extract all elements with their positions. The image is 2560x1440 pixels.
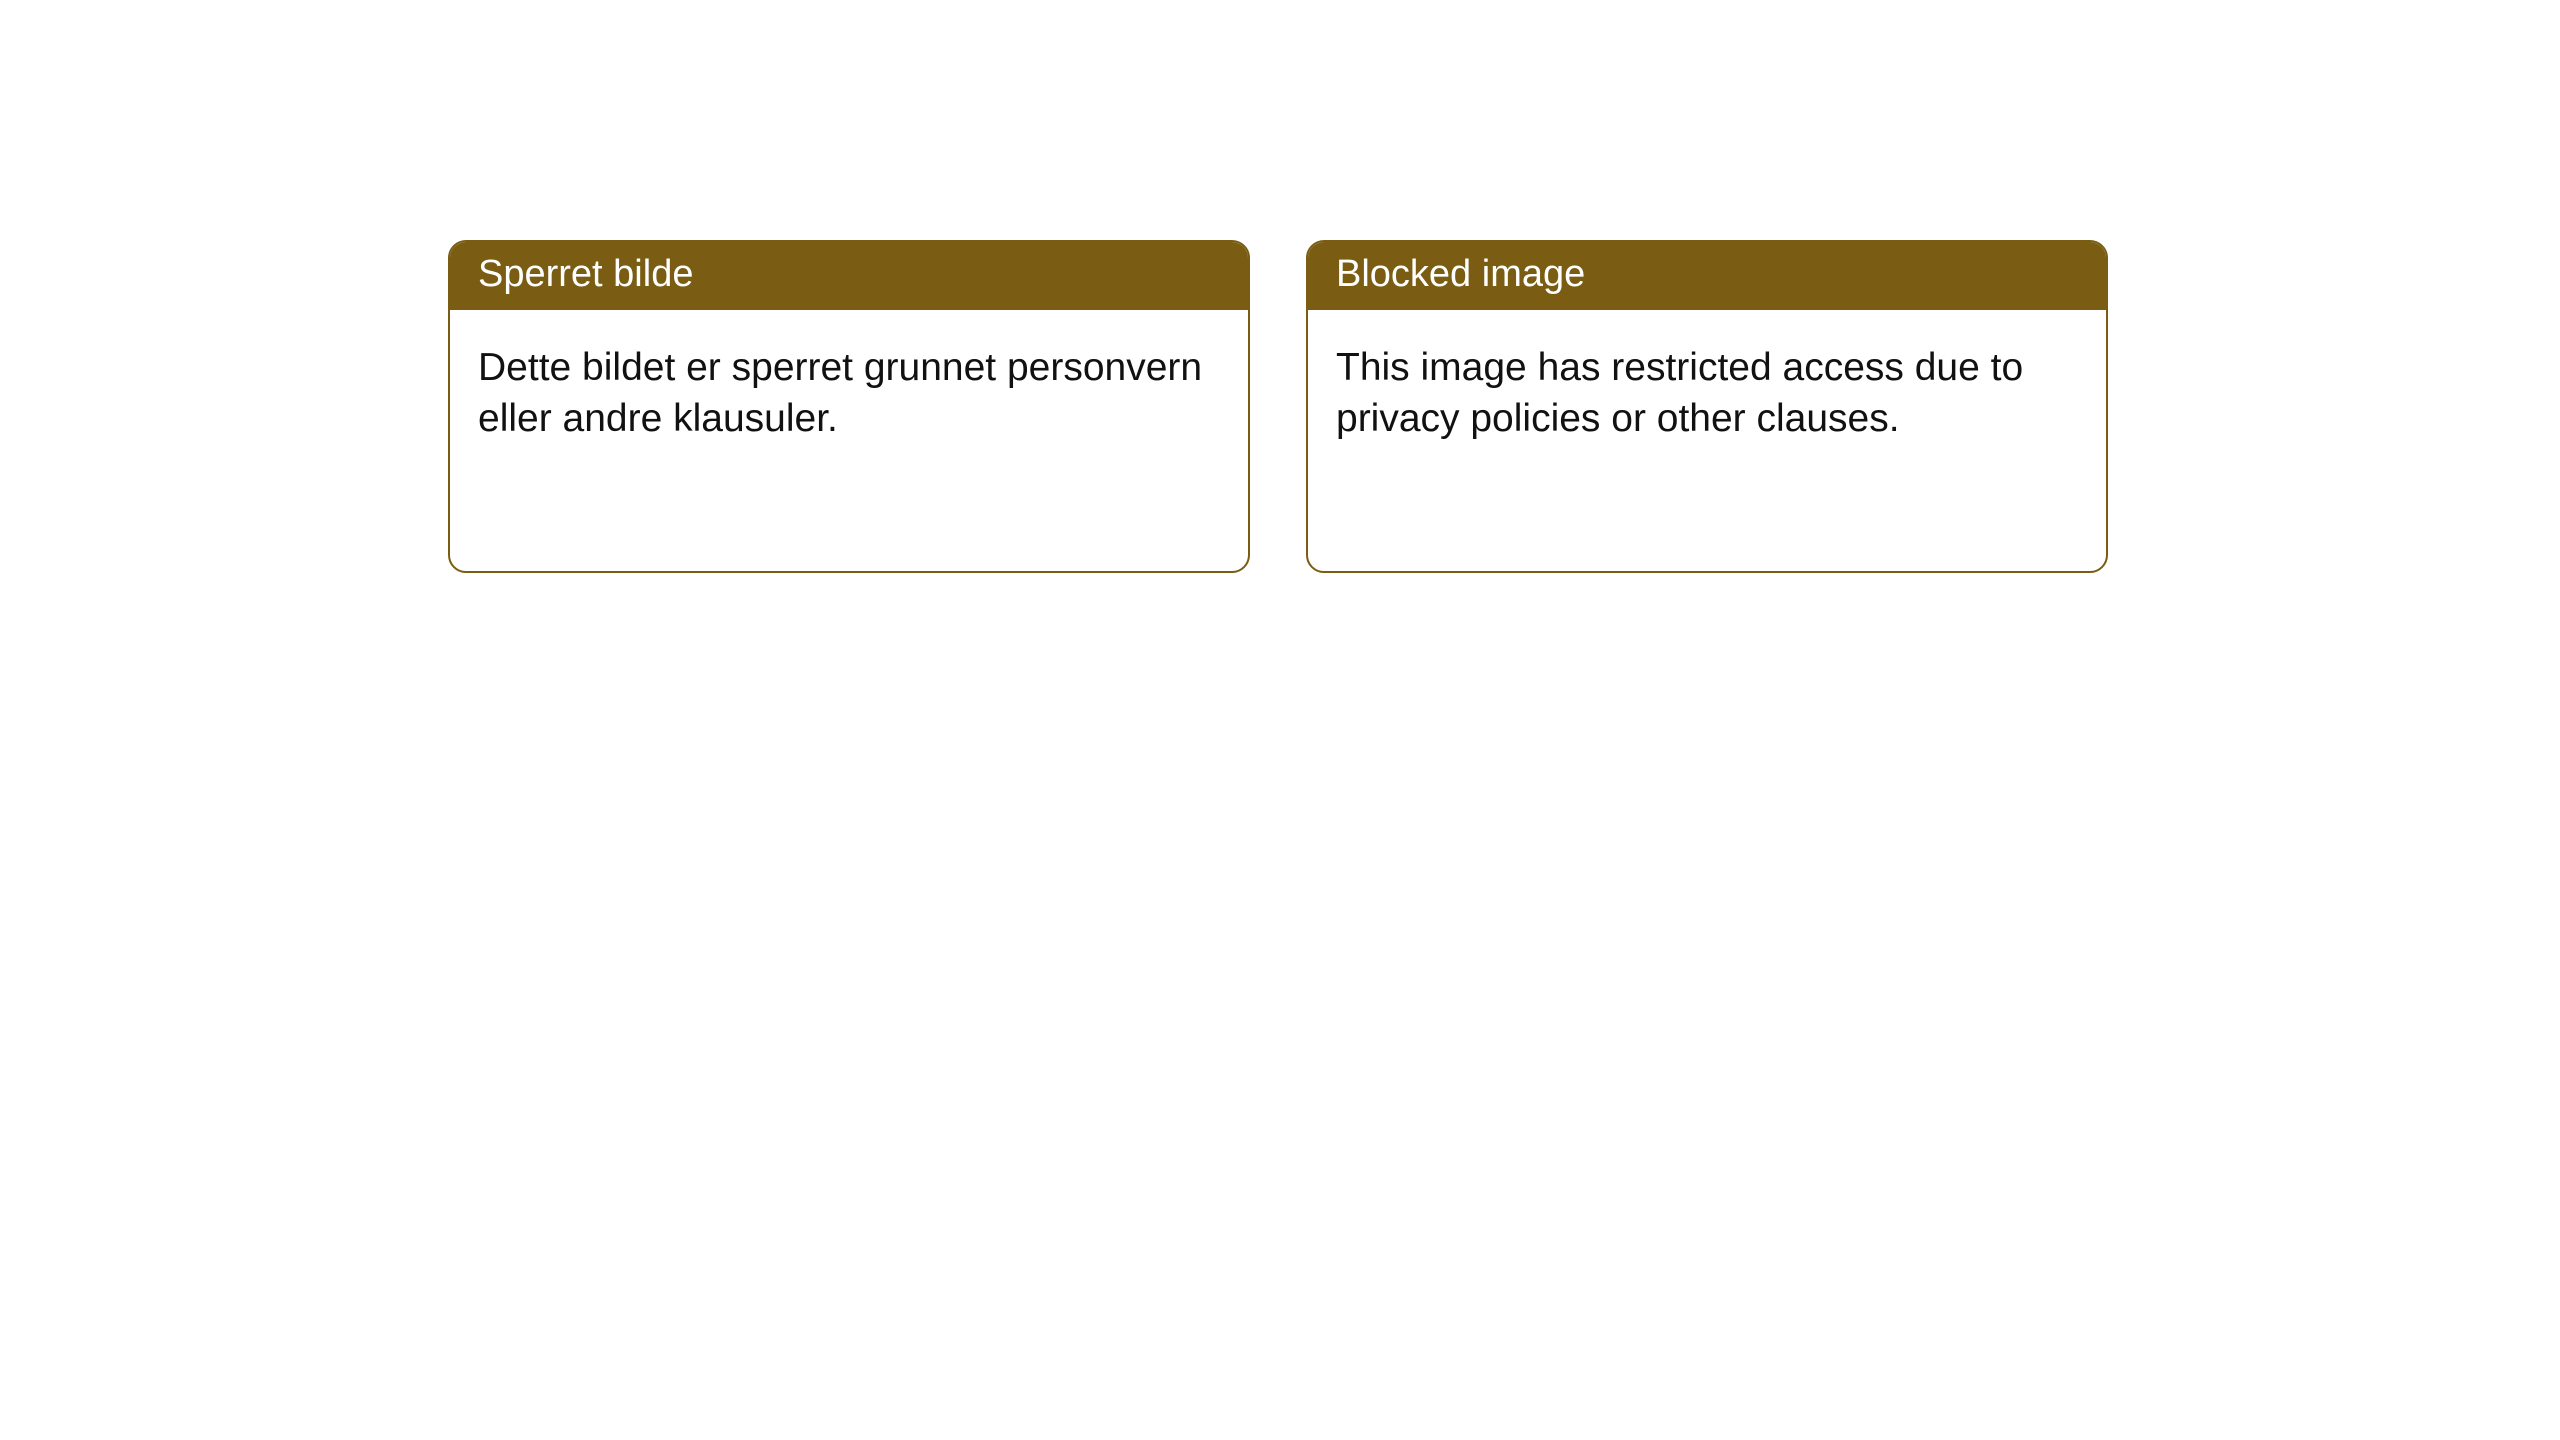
blocked-image-card-no-title: Sperret bilde [450, 242, 1248, 310]
blocked-image-card-en-title: Blocked image [1308, 242, 2106, 310]
blocked-image-card-no: Sperret bilde Dette bildet er sperret gr… [448, 240, 1250, 573]
blocked-image-card-en: Blocked image This image has restricted … [1306, 240, 2108, 573]
notice-cards-container: Sperret bilde Dette bildet er sperret gr… [448, 240, 2560, 573]
blocked-image-card-no-body: Dette bildet er sperret grunnet personve… [450, 310, 1248, 477]
blocked-image-card-en-body: This image has restricted access due to … [1308, 310, 2106, 477]
